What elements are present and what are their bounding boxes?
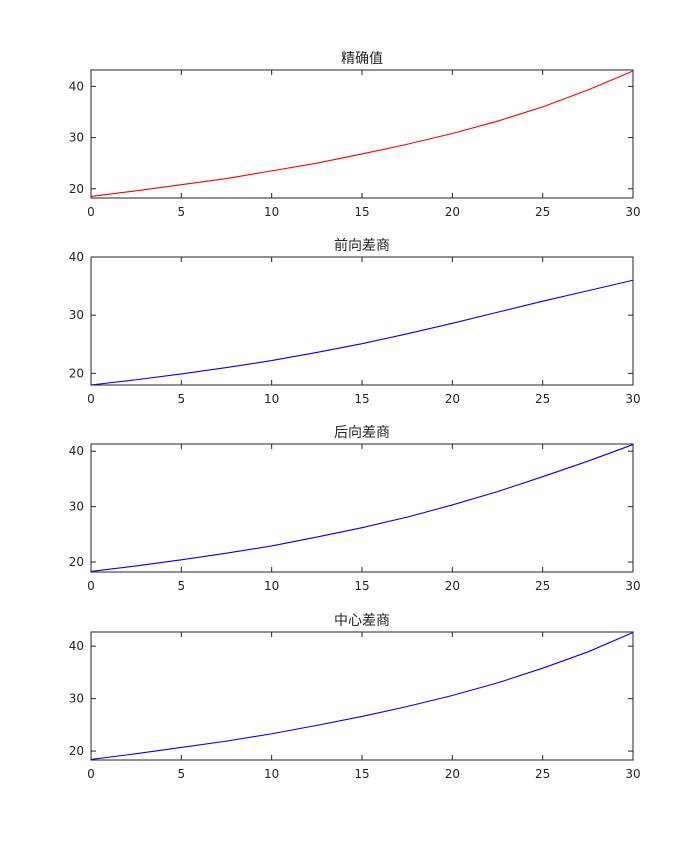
x-tick-label: 25 [535,392,550,406]
y-tick-label: 40 [69,79,84,93]
x-tick-label: 0 [87,767,95,781]
x-tick-label: 5 [178,767,186,781]
y-tick-label: 20 [69,744,84,758]
y-tick-label: 30 [69,131,84,145]
x-tick-label: 5 [178,579,186,593]
axes-box-2 [90,256,634,386]
series-line-2 [90,279,634,386]
x-tick-label: 5 [178,205,186,219]
series-line-4 [90,632,634,761]
chart-title-1: 精确值 [341,51,383,67]
x-tick-label: 25 [535,205,550,219]
y-tick-label: 40 [69,639,84,653]
chart-title-2: 前向差商 [334,237,390,254]
x-tick-label: 0 [87,392,95,406]
x-tick-label: 20 [445,205,460,219]
x-tick-label: 0 [87,205,95,219]
x-tick-label: 20 [445,392,460,406]
x-tick-label: 10 [264,392,279,406]
x-tick-label: 30 [625,579,640,593]
y-tick-label: 40 [69,250,84,264]
chart-title-4: 中心差商 [334,613,390,629]
y-tick-label: 20 [69,182,84,196]
y-tick-label: 30 [69,692,84,706]
x-tick-label: 15 [354,392,369,406]
x-tick-label: 0 [87,579,95,593]
y-tick-label: 30 [69,500,84,514]
y-tick-label: 30 [69,308,84,322]
x-tick-label: 25 [535,767,550,781]
x-tick-label: 5 [178,392,186,406]
x-tick-label: 30 [625,205,640,219]
x-tick-label: 25 [535,579,550,593]
x-tick-label: 10 [264,579,279,593]
x-tick-label: 30 [625,392,640,406]
y-tick-label: 20 [69,366,84,380]
axes-box-4 [90,631,634,761]
series-line-1 [90,70,634,198]
x-tick-label: 15 [354,767,369,781]
y-tick-label: 40 [69,444,84,458]
x-tick-label: 20 [445,579,460,593]
x-tick-label: 30 [625,767,640,781]
axes-box-3 [90,443,634,573]
x-tick-label: 10 [264,205,279,219]
x-tick-label: 15 [354,205,369,219]
axes-box-1 [90,69,634,199]
x-tick-label: 20 [445,767,460,781]
chart-title-3: 后向差商 [334,425,390,441]
y-tick-label: 20 [69,555,84,569]
series-line-3 [90,444,634,572]
x-tick-label: 15 [354,579,369,593]
x-tick-label: 10 [264,767,279,781]
